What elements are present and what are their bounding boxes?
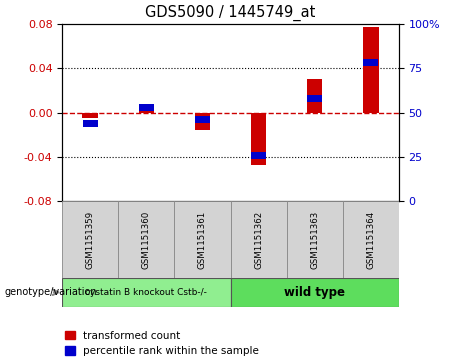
Bar	[251, 113, 266, 165]
Bar	[287, 201, 343, 278]
Text: wild type: wild type	[284, 286, 345, 299]
Bar	[230, 201, 287, 278]
Text: GSM1151362: GSM1151362	[254, 211, 263, 269]
Title: GDS5090 / 1445749_at: GDS5090 / 1445749_at	[145, 5, 316, 21]
Bar	[343, 201, 399, 278]
Bar	[62, 201, 118, 278]
Bar	[195, 113, 210, 130]
Text: cystatin B knockout Cstb-/-: cystatin B knockout Cstb-/-	[85, 288, 207, 297]
Bar	[138, 105, 154, 113]
Bar	[118, 201, 174, 278]
Bar	[363, 27, 378, 113]
Bar	[230, 278, 399, 307]
Text: GSM1151361: GSM1151361	[198, 211, 207, 269]
Bar	[363, 60, 378, 66]
Text: GSM1151364: GSM1151364	[366, 211, 375, 269]
Bar	[83, 120, 98, 127]
Text: GSM1151363: GSM1151363	[310, 211, 319, 269]
Text: genotype/variation: genotype/variation	[5, 287, 97, 297]
Bar	[62, 278, 230, 307]
Bar	[307, 95, 322, 102]
Bar	[195, 116, 210, 123]
Text: GSM1151359: GSM1151359	[86, 211, 95, 269]
Bar	[83, 113, 98, 118]
Bar	[307, 79, 323, 113]
Bar	[251, 152, 266, 159]
Legend: transformed count, percentile rank within the sample: transformed count, percentile rank withi…	[65, 331, 259, 356]
Bar	[174, 201, 230, 278]
Bar	[139, 104, 154, 110]
Text: GSM1151360: GSM1151360	[142, 211, 151, 269]
